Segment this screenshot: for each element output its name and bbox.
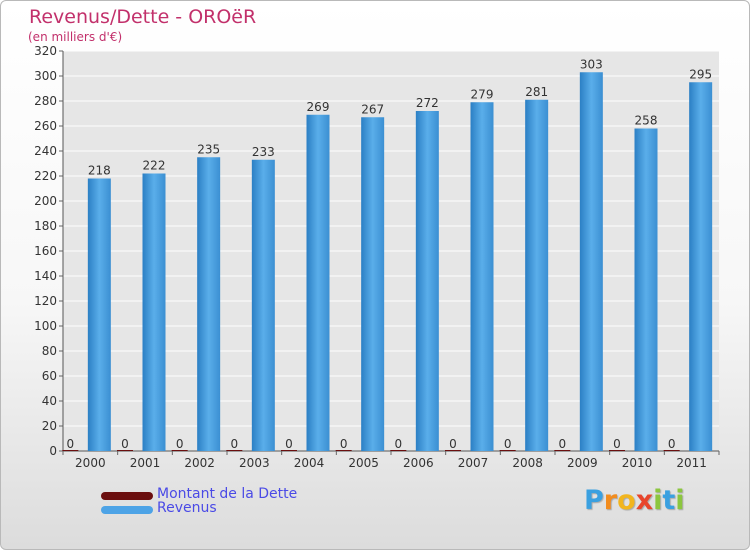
x-tick-label: 2005 <box>348 456 379 470</box>
x-tick-label: 2011 <box>676 456 707 470</box>
x-tick-label: 2004 <box>294 456 325 470</box>
data-label-revenus: 235 <box>197 142 220 156</box>
bar-revenus <box>251 159 275 451</box>
logo-letter: x <box>635 485 654 516</box>
bar-dette <box>117 450 133 451</box>
legend-swatch-dette <box>101 492 153 500</box>
data-label-dette: 0 <box>559 437 567 451</box>
x-tick-label: 2003 <box>239 456 270 470</box>
bar-dette <box>499 450 516 451</box>
bar-dette <box>171 450 188 451</box>
x-tick-label: 2010 <box>622 456 653 470</box>
bar-revenus <box>634 128 658 451</box>
y-tick-label: 40 <box>42 394 57 408</box>
proxiti-logo: Proxiti <box>584 485 685 516</box>
bar-dette <box>609 450 625 451</box>
bar-revenus <box>197 157 221 451</box>
logo-letter: P <box>584 485 604 516</box>
y-tick-label: 160 <box>34 244 57 258</box>
data-label-revenus: 295 <box>689 67 712 81</box>
y-tick-label: 0 <box>49 444 57 458</box>
data-label-dette: 0 <box>121 437 129 451</box>
data-label-revenus: 267 <box>361 102 384 116</box>
data-label-revenus: 272 <box>416 96 439 110</box>
legend-label-revenus: Revenus <box>157 500 217 516</box>
x-tick-label: 2009 <box>567 456 598 470</box>
bar-revenus <box>361 117 385 451</box>
bar-dette <box>390 450 407 451</box>
data-label-dette: 0 <box>504 437 512 451</box>
data-label-revenus: 269 <box>307 100 330 114</box>
data-label-dette: 0 <box>449 437 457 451</box>
x-tick-label: 2002 <box>184 456 215 470</box>
data-label-dette: 0 <box>231 437 239 451</box>
data-label-dette: 0 <box>668 437 676 451</box>
x-tick-label: 2000 <box>75 456 106 470</box>
y-tick-label: 280 <box>34 94 57 108</box>
y-tick-label: 20 <box>42 419 57 433</box>
bar-revenus <box>142 173 166 451</box>
logo-letter: r <box>603 485 618 516</box>
y-tick-label: 120 <box>34 294 57 308</box>
bar-revenus <box>470 102 494 451</box>
y-tick-label: 260 <box>34 119 57 133</box>
data-label-revenus: 303 <box>580 57 603 71</box>
data-label-revenus: 258 <box>635 114 658 128</box>
bar-revenus <box>525 99 549 451</box>
bar-revenus <box>689 82 713 451</box>
y-tick-label: 320 <box>34 44 57 58</box>
bar-revenus <box>87 178 111 451</box>
x-tick-label: 2001 <box>130 456 161 470</box>
chart-subtitle: (en milliers d'€) <box>28 30 123 44</box>
legend-swatch-revenus <box>101 506 153 514</box>
bar-dette <box>663 450 680 451</box>
bar-revenus <box>415 111 439 451</box>
x-tick-label: 2006 <box>403 456 434 470</box>
data-label-revenus: 279 <box>471 87 494 101</box>
bar-dette <box>281 450 297 451</box>
data-label-dette: 0 <box>285 437 293 451</box>
y-tick-label: 60 <box>42 369 57 383</box>
bar-revenus <box>579 72 603 451</box>
bar-dette <box>554 450 571 451</box>
data-label-dette: 0 <box>67 437 75 451</box>
data-label-dette: 0 <box>340 437 348 451</box>
y-tick-label: 200 <box>34 194 57 208</box>
data-label-revenus: 222 <box>143 159 166 173</box>
y-tick-label: 300 <box>34 69 57 83</box>
logo-letter: t <box>662 485 676 516</box>
bar-dette <box>445 450 461 451</box>
data-label-dette: 0 <box>613 437 621 451</box>
x-tick-label: 2007 <box>458 456 489 470</box>
y-tick-label: 140 <box>34 269 57 283</box>
data-label-revenus: 281 <box>525 85 548 99</box>
logo-letter: i <box>675 485 685 516</box>
y-tick-label: 240 <box>34 144 57 158</box>
data-label-dette: 0 <box>395 437 403 451</box>
data-label-revenus: 218 <box>88 164 111 178</box>
logo-letter: o <box>617 485 636 516</box>
bar-dette <box>62 450 79 451</box>
bar-dette <box>226 450 243 451</box>
x-tick-label: 2008 <box>512 456 543 470</box>
bar-dette <box>335 450 352 451</box>
chart-title: Revenus/Dette - OROëR <box>29 6 257 28</box>
logo-letter: i <box>653 485 663 516</box>
bar-revenus <box>306 114 330 451</box>
y-tick-label: 80 <box>42 344 57 358</box>
legend-label-dette: Montant de la Dette <box>157 486 298 502</box>
y-tick-label: 180 <box>34 219 57 233</box>
data-label-dette: 0 <box>176 437 184 451</box>
y-tick-label: 220 <box>34 169 57 183</box>
data-label-revenus: 233 <box>252 145 275 159</box>
y-tick-label: 100 <box>34 319 57 333</box>
